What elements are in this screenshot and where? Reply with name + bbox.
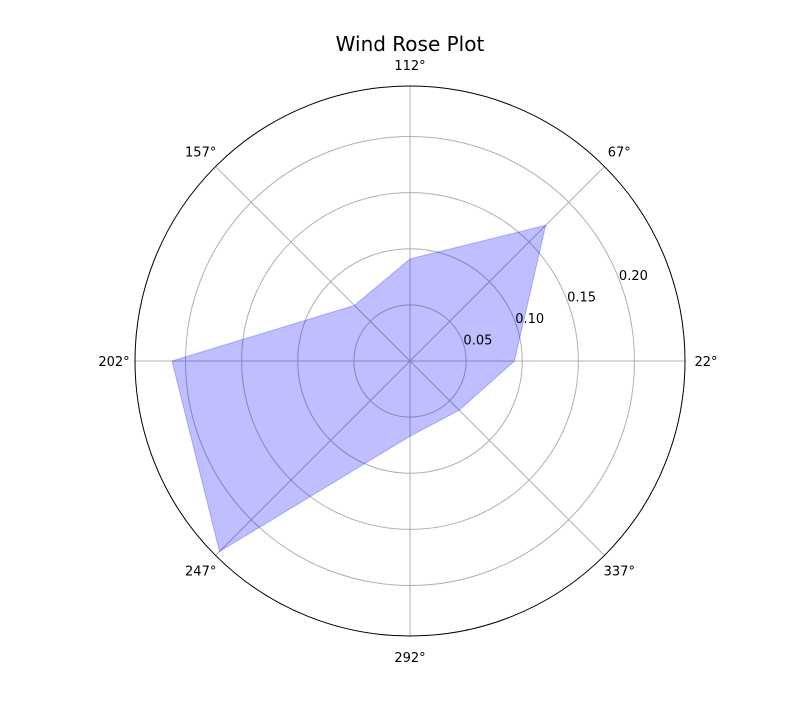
radial-tick-label-2: 0.10 <box>515 312 544 327</box>
radial-tick-labels: 0.05 0.10 0.15 0.20 <box>463 269 647 348</box>
angle-tick-labels: 22° 67° 112° 157° 202° 247° 292° 337° <box>98 59 717 666</box>
angle-tick-label-8: 337° <box>604 564 635 579</box>
radial-tick-label-1: 0.05 <box>463 334 492 349</box>
radial-tick-label-4: 0.20 <box>619 269 648 284</box>
angle-tick-label-3: 112° <box>394 59 425 74</box>
series-area-1 <box>171 224 547 553</box>
angle-tick-label-2: 67° <box>608 146 631 161</box>
angle-tick-label-5: 202° <box>98 355 129 370</box>
radial-tick-label-3: 0.15 <box>567 291 596 306</box>
angle-tick-label-1: 22° <box>694 355 717 370</box>
data-layer <box>171 224 547 553</box>
polar-frame <box>134 85 686 637</box>
angular-gridline-8 <box>409 360 605 556</box>
angle-tick-label-7: 292° <box>394 651 425 666</box>
chart-title: Wind Rose Plot <box>336 32 485 56</box>
outer-frame <box>134 85 686 637</box>
angular-gridline-2 <box>409 166 605 362</box>
angular-gridline-4 <box>215 166 411 362</box>
angle-tick-label-6: 247° <box>185 564 216 579</box>
polar-grid <box>135 86 685 636</box>
angular-gridline-6 <box>215 360 411 556</box>
angle-tick-label-4: 157° <box>185 146 216 161</box>
